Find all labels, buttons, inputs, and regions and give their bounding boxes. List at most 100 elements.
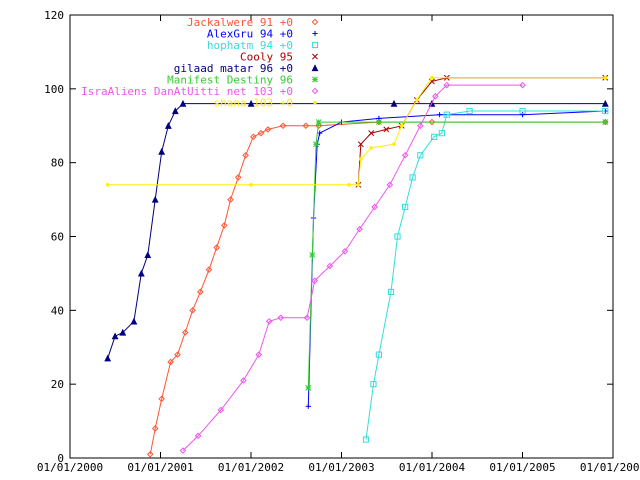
- x-tick-label: 01/01/2004: [399, 461, 466, 474]
- data-point: [357, 141, 364, 148]
- data-point: [213, 244, 220, 251]
- data-point: [313, 141, 319, 148]
- data-point: [130, 317, 138, 325]
- data-point: [428, 118, 436, 126]
- data-point: [189, 307, 196, 314]
- data-point: [137, 269, 145, 277]
- series-line: [365, 110, 606, 440]
- legend-label: Cooly 95: [240, 51, 293, 64]
- legend-marker: [311, 18, 319, 26]
- data-point: [242, 151, 249, 159]
- legend-marker: [312, 53, 318, 60]
- data-point: [265, 318, 273, 325]
- x-tick-label: 01/01/2001: [127, 461, 193, 474]
- x-tick-label: 01/01/2006: [580, 461, 640, 474]
- series-line: [307, 121, 606, 388]
- data-point: [387, 288, 395, 295]
- data-point: [317, 130, 323, 136]
- data-point: [415, 98, 419, 102]
- series-0: [146, 118, 609, 458]
- series-line: [357, 77, 606, 185]
- legend-label: Jackalwere 91 +0: [187, 16, 293, 29]
- data-point: [431, 133, 438, 140]
- data-point: [167, 358, 174, 366]
- data-point: [240, 377, 247, 384]
- y-tick-label: 40: [51, 304, 64, 317]
- data-point: [196, 288, 204, 296]
- data-point: [104, 354, 112, 362]
- data-point: [601, 99, 609, 107]
- series-3: [355, 74, 609, 188]
- data-point: [603, 75, 608, 80]
- data-point: [356, 183, 361, 187]
- series-line: [149, 121, 606, 455]
- data-point: [302, 122, 310, 130]
- data-point: [443, 111, 450, 118]
- data-point: [399, 123, 404, 128]
- data-point: [443, 81, 451, 89]
- data-point: [264, 126, 272, 133]
- data-point: [375, 119, 382, 126]
- legend-label: gilaad matar 96 +0: [174, 62, 293, 75]
- y-tick-label: 20: [51, 378, 64, 391]
- data-point: [370, 381, 377, 388]
- data-point: [217, 406, 225, 414]
- y-tick-label: 0: [57, 452, 64, 465]
- data-point: [171, 107, 179, 115]
- data-point: [205, 266, 213, 274]
- data-point: [279, 122, 287, 130]
- data-point: [602, 107, 609, 115]
- data-point: [375, 351, 383, 358]
- data-point: [144, 251, 152, 259]
- y-tick-label: 120: [44, 9, 64, 22]
- y-tick-label: 100: [44, 83, 64, 96]
- chart-frame: [69, 14, 614, 459]
- series-5: [305, 119, 609, 391]
- data-point: [368, 130, 375, 137]
- x-tick-label: 01/01/2003: [308, 461, 374, 474]
- data-point: [305, 403, 311, 409]
- x-tick-label: 01/01/2005: [489, 461, 555, 474]
- data-point: [315, 119, 322, 126]
- data-point: [179, 99, 187, 107]
- data-point: [250, 133, 257, 141]
- data-point: [436, 112, 443, 118]
- series-4: [104, 99, 609, 362]
- series-line: [182, 84, 523, 451]
- data-point: [438, 130, 445, 137]
- data-point: [257, 129, 265, 137]
- data-point: [315, 122, 323, 130]
- series-1: [305, 108, 608, 409]
- legend-label: AlexGru 94 +0: [207, 28, 293, 41]
- y-axis: 0 20 40 60 80 100 120: [44, 9, 613, 465]
- data-point: [394, 233, 401, 240]
- data-point: [255, 351, 263, 358]
- series-line: [307, 110, 606, 407]
- x-axis: 01/01/2000 01/01/2001 01/01/2002 01/01/2003…: [37, 15, 640, 474]
- data-point: [519, 81, 526, 89]
- data-point: [386, 181, 394, 189]
- x-tick-label: 01/01/2000: [37, 461, 103, 474]
- data-point: [466, 107, 473, 115]
- data-point: [417, 152, 424, 159]
- legend-marker: [311, 41, 319, 49]
- x-tick-label: 01/01/2002: [218, 461, 284, 474]
- data-point: [277, 314, 285, 322]
- data-point: [371, 203, 379, 211]
- series-7: [105, 75, 608, 187]
- data-point: [227, 196, 234, 203]
- data-point: [432, 92, 439, 100]
- data-point: [194, 432, 202, 440]
- data-point: [164, 122, 172, 129]
- data-point: [151, 195, 159, 203]
- data-point: [326, 262, 334, 270]
- data-point: [305, 384, 312, 391]
- data-point: [105, 183, 110, 187]
- data-point: [247, 99, 255, 107]
- legend-marker: [311, 87, 319, 95]
- series-line: [107, 103, 606, 359]
- data-point: [309, 252, 316, 258]
- legend-marker: [311, 64, 319, 72]
